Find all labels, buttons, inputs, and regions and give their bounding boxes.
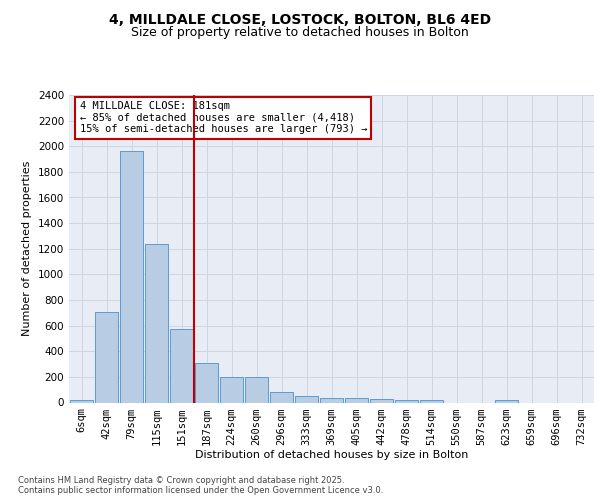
Bar bbox=[345, 398, 368, 402]
Bar bbox=[195, 364, 218, 403]
X-axis label: Distribution of detached houses by size in Bolton: Distribution of detached houses by size … bbox=[195, 450, 468, 460]
Text: Contains HM Land Registry data © Crown copyright and database right 2025.
Contai: Contains HM Land Registry data © Crown c… bbox=[18, 476, 383, 495]
Text: Size of property relative to detached houses in Bolton: Size of property relative to detached ho… bbox=[131, 26, 469, 39]
Bar bbox=[145, 244, 168, 402]
Bar bbox=[70, 400, 93, 402]
Bar bbox=[295, 396, 318, 402]
Bar bbox=[95, 312, 118, 402]
Bar bbox=[420, 400, 443, 402]
Bar bbox=[170, 329, 193, 402]
Bar bbox=[220, 377, 243, 402]
Bar bbox=[395, 400, 418, 402]
Text: 4, MILLDALE CLOSE, LOSTOCK, BOLTON, BL6 4ED: 4, MILLDALE CLOSE, LOSTOCK, BOLTON, BL6 … bbox=[109, 12, 491, 26]
Bar bbox=[245, 377, 268, 402]
Y-axis label: Number of detached properties: Number of detached properties bbox=[22, 161, 32, 336]
Bar bbox=[270, 392, 293, 402]
Text: 4 MILLDALE CLOSE: 181sqm
← 85% of detached houses are smaller (4,418)
15% of sem: 4 MILLDALE CLOSE: 181sqm ← 85% of detach… bbox=[79, 101, 367, 134]
Bar bbox=[120, 152, 143, 402]
Bar bbox=[320, 398, 343, 402]
Bar bbox=[495, 400, 518, 402]
Bar bbox=[370, 398, 393, 402]
